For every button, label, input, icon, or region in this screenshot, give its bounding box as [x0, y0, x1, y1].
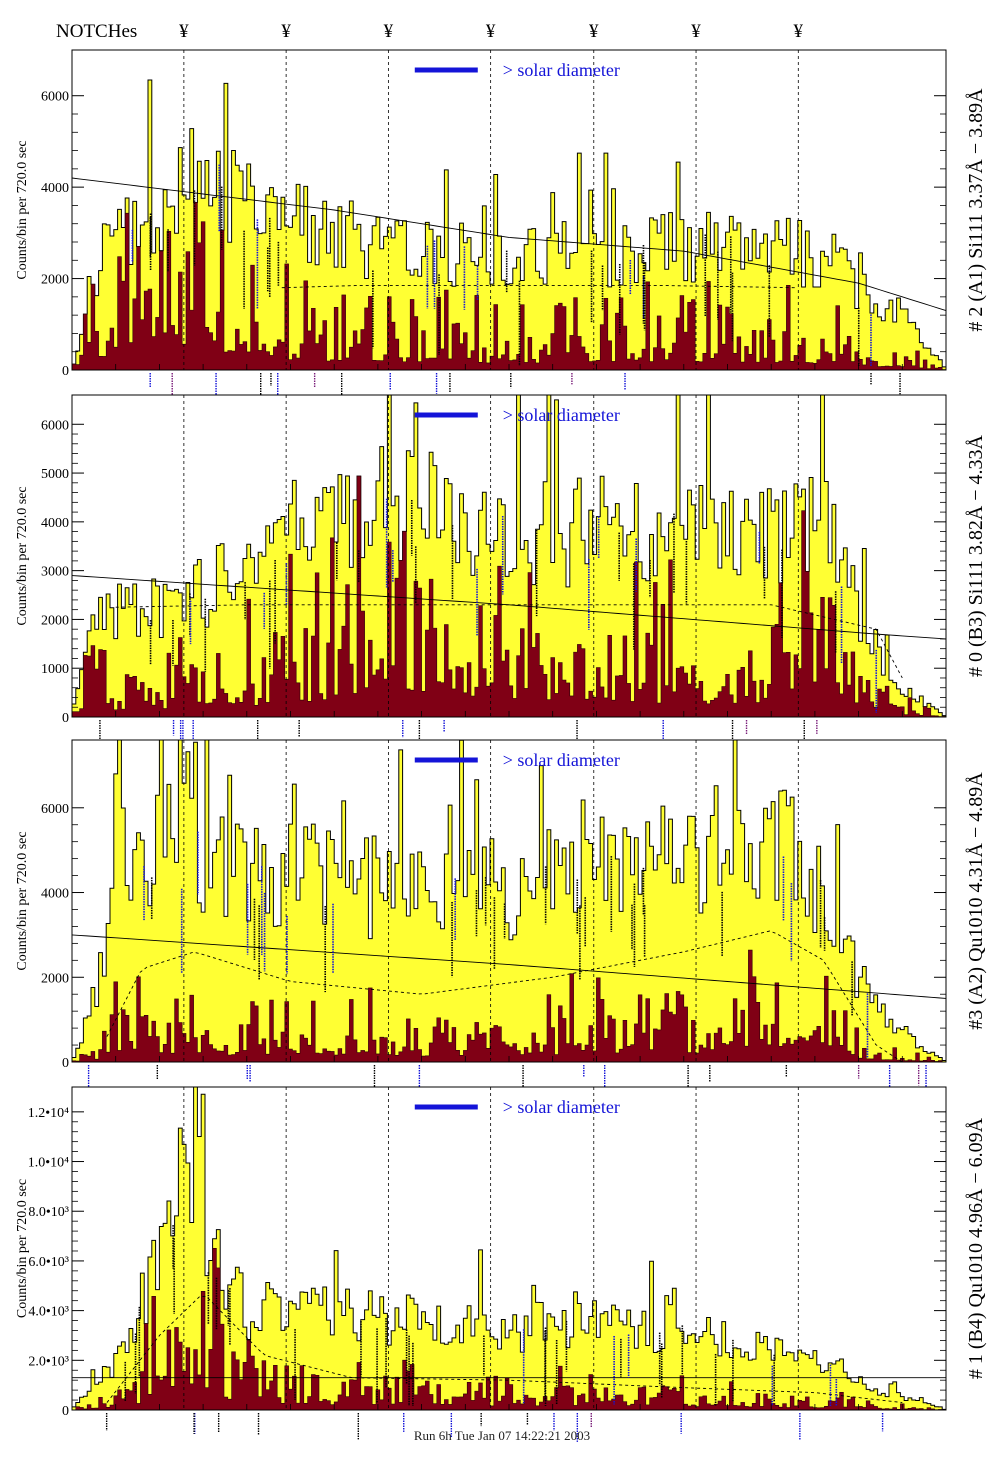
legend-label: > solar diameter: [503, 750, 620, 770]
notch-marker-5: ¥: [589, 21, 599, 42]
notch-marker-4: ¥: [486, 21, 496, 42]
y-tick-label: 0: [62, 1404, 69, 1419]
y-tick-label: 2.0•10³: [28, 1354, 69, 1369]
footer-timestamp: Run 6h Tue Jan 07 14:22:21 2003: [413, 1428, 591, 1443]
y-tick-label: 0: [62, 1056, 69, 1071]
notch-marker-6: ¥: [691, 21, 701, 42]
reference-curve: [71, 177, 947, 311]
panel-b4: 0 2.0•10³ 4.0•10³ 6.0•10³ 8.0•10³ 1.0•10⁴ 1.2•…: [15, 1086, 987, 1442]
model-curve: [115, 604, 903, 679]
y-tick-label: 1000: [41, 662, 69, 677]
histogram-total: [71, 79, 947, 371]
y-tick-label: 0: [62, 711, 69, 726]
notch-marker-3: ¥: [384, 21, 394, 42]
notch-marker-1: ¥: [179, 21, 189, 42]
y-tick-label: 4000: [41, 887, 69, 902]
reference-curve: [71, 575, 947, 640]
y-axis-label: Counts/bin per 720.0 sec: [15, 486, 30, 625]
y-tick-label: 2000: [41, 273, 69, 288]
y-tick-label: 3000: [41, 565, 69, 580]
reference-curve: [71, 934, 947, 999]
y-tick-label: 1.2•10⁴: [28, 1106, 69, 1121]
histogram-background: [71, 949, 947, 1063]
y-tick-label: 6000: [41, 418, 69, 433]
histogram-background: [71, 1247, 947, 1411]
panel-title: # 2 (A1) Si111 3.37Å − 3.89Å: [965, 88, 987, 332]
y-tick-label: 4000: [41, 181, 69, 196]
y-tick-label: 6000: [41, 802, 69, 817]
legend-label: > solar diameter: [503, 60, 620, 80]
notches-label: NOTCHes: [56, 21, 137, 42]
y-axis-label: Counts/bin per 720.0 sec: [15, 140, 30, 279]
panel-a2: 0 2000 4000 6000 Counts/bin per 720.0 sec #3 …: [15, 739, 987, 1094]
y-axis-label: Counts/bin per 720.0 sec: [15, 831, 30, 970]
model-curve: [106, 1296, 903, 1403]
y-tick-label: 5000: [41, 467, 69, 482]
y-tick-label: 4.0•10³: [28, 1305, 69, 1320]
model-curve: [106, 930, 903, 1063]
notch-marker-7: ¥: [794, 21, 804, 42]
y-tick-label: 4000: [41, 516, 69, 531]
y-tick-label: 6000: [41, 90, 69, 105]
legend-label: > solar diameter: [503, 405, 620, 425]
panel-a1: 0 2000 4000 6000 Counts/bin per 720.0 sec # 2…: [15, 49, 987, 401]
y-tick-label: 1.0•10⁴: [28, 1156, 69, 1171]
panel-title: # 0 (B3) Si111 3.82Å − 4.33Å: [965, 434, 987, 677]
y-tick-label: 2000: [41, 971, 69, 986]
panel-title: # 1 (B4) Qu1010 4.96Å − 6.09Å: [965, 1117, 987, 1379]
notch-marker-2: ¥: [281, 21, 291, 42]
histogram-background: [71, 475, 947, 718]
histogram-background: [71, 202, 947, 371]
y-tick-label: 0: [62, 364, 69, 379]
panel-title: #3 (A2) Qu1010 4.31Å − 4.89Å: [965, 772, 987, 1030]
panel-b3: 0 1000 2000 3000 4000 5000 6000 Counts/bin per …: [15, 394, 987, 749]
legend-label: > solar diameter: [503, 1097, 620, 1117]
y-tick-label: 6.0•10³: [28, 1255, 69, 1270]
y-tick-label: 8.0•10³: [28, 1205, 69, 1220]
y-axis-label: Counts/bin per 720.0 sec: [15, 1179, 30, 1318]
histogram-total: [71, 1086, 947, 1411]
model-curve: [281, 284, 798, 289]
y-tick-label: 2000: [41, 613, 69, 628]
